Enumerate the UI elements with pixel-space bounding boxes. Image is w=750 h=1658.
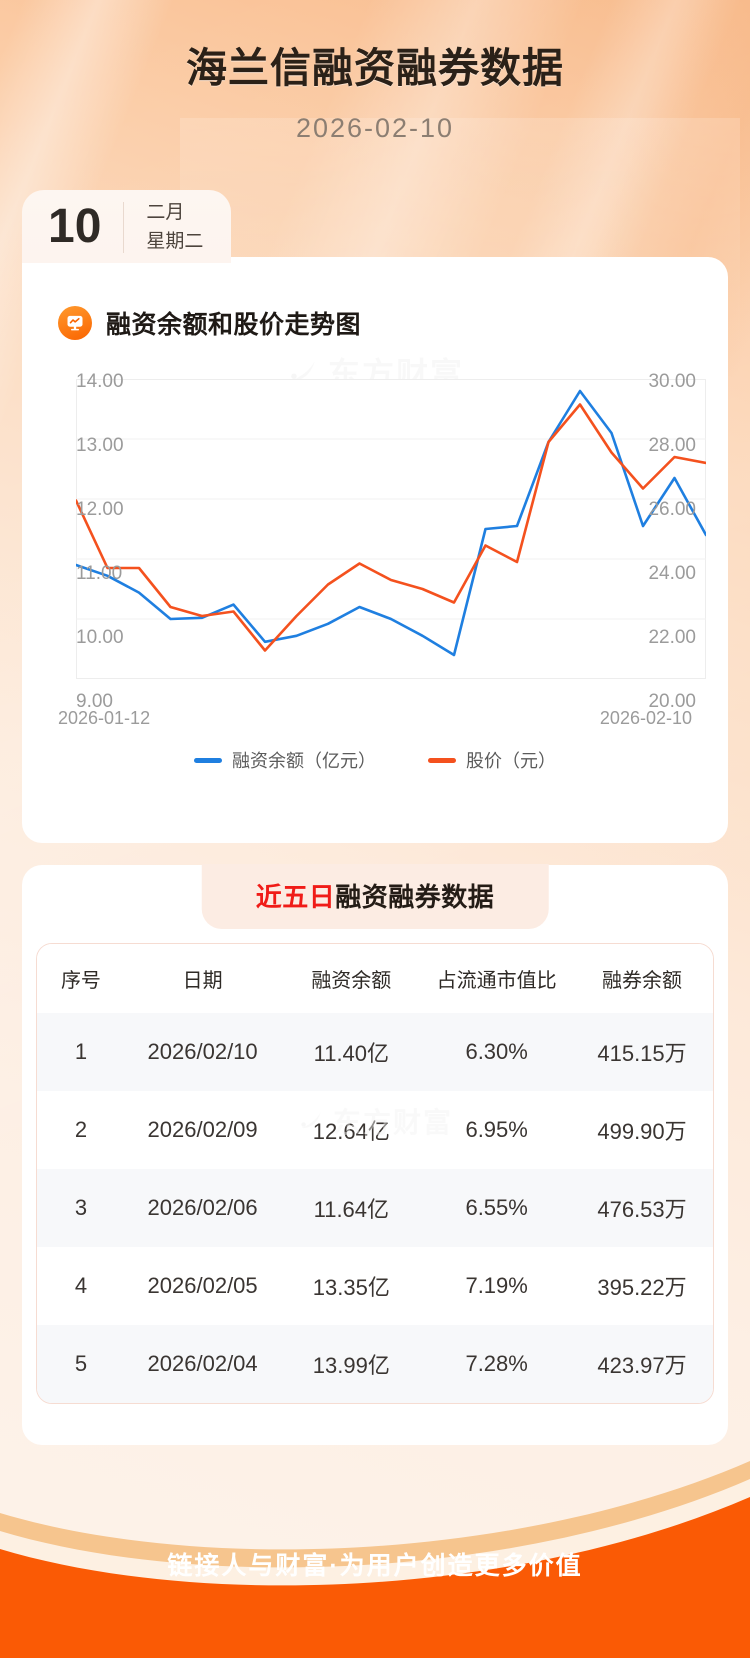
chart-monitor-icon <box>58 306 92 340</box>
table-cell-融券余额: 499.90万 <box>597 1119 687 1144</box>
table-cell-融券余额: 423.97万 <box>571 1325 713 1403</box>
chart-card-header: 融资余额和股价走势图 <box>22 257 728 341</box>
y-right-tick-5: 20.00 <box>648 691 696 712</box>
page-title: 海兰信融资融券数据 <box>186 45 564 91</box>
legend-swatch-icon <box>428 757 456 763</box>
table-cell-融资余额: 12.64亿 <box>312 1119 390 1144</box>
y-left-tick-0: 14.00 <box>76 371 124 392</box>
legend-item-1[interactable]: 股价（元） <box>428 747 556 773</box>
footer-wave <box>0 1461 750 1658</box>
poster-header: 海兰信融资融券数据 2026-02-10 <box>0 0 750 144</box>
y-right-tick-1: 28.00 <box>648 435 696 456</box>
x-axis-start-label: 2026-01-12 <box>58 708 151 728</box>
chart-plot-area: 东方财富 14.00 13.00 12.00 11.00 10.00 9.00 … <box>36 356 714 737</box>
table-col-header-0: 序号 <box>37 944 125 1013</box>
date-tab: 10 二月 星期二 <box>22 190 232 263</box>
table-cell-占流通市值比: 6.55% <box>422 1169 572 1247</box>
table-header-row: 序号 日期 融资余额 占流通市值比 融券余额 <box>37 944 713 1013</box>
table-cell-融资余额: 11.40亿 <box>280 1013 423 1091</box>
table-body: 1 2026/02/10 11.40亿 6.30% 415.15万 2 2026/02/09… <box>37 1013 713 1403</box>
poster-footer: 链接人与财富·为用户创造更多价值 <box>0 1453 750 1658</box>
table-col-header-4: 融券余额 <box>571 944 713 1013</box>
legend-label: 融资余额（亿元） <box>232 751 376 771</box>
table-cell-序号: 3 <box>37 1169 125 1247</box>
table-cell-融资余额: 13.35亿 <box>312 1275 390 1300</box>
y-left-tick-2: 12.00 <box>76 499 124 520</box>
table-cell-序号: 1 <box>37 1013 125 1091</box>
y-left-tick-5: 9.00 <box>76 691 113 712</box>
table-card: 近五日融资融券数据 东方财富 序号 日期 融资余额 占流通市值比 融券余额 1 2026/… <box>22 864 728 1445</box>
table-cell-占流通市值比: 7.19% <box>465 1273 528 1298</box>
legend-item-0[interactable]: 融资余额（亿元） <box>194 747 376 773</box>
chart-series-0 <box>76 391 706 655</box>
chart-series-1 <box>76 405 706 651</box>
y-right-tick-3: 24.00 <box>648 563 696 584</box>
footer-slogan: 链接人与财富·为用户创造更多价值 <box>167 1552 583 1580</box>
margin-trading-table: 序号 日期 融资余额 占流通市值比 融券余额 1 2026/02/10 11.40亿 6.30… <box>37 944 713 1403</box>
header-date: 2026-02-10 <box>295 113 455 144</box>
table-cell-日期: 2026/02/05 <box>147 1273 258 1298</box>
table-cell-融券余额: 476.53万 <box>571 1169 713 1247</box>
y-left-tick-3: 11.00 <box>76 563 123 584</box>
y-right-tick-4: 22.00 <box>648 627 696 648</box>
table-cell-融券余额: 395.22万 <box>597 1275 687 1300</box>
table-row[interactable]: 1 2026/02/10 11.40亿 6.30% 415.15万 <box>37 1013 713 1091</box>
table-cell-日期: 2026/02/09 <box>147 1117 258 1142</box>
table-cell-序号: 5 <box>37 1325 125 1403</box>
date-tab-detail: 二月 星期二 <box>123 202 203 253</box>
table-cell-占流通市值比: 7.28% <box>422 1325 572 1403</box>
table-cell-融资余额: 13.99亿 <box>280 1325 423 1403</box>
table-cell-日期: 2026/02/10 <box>124 1013 281 1091</box>
table-row[interactable]: 3 2026/02/06 11.64亿 6.55% 476.53万 <box>37 1169 713 1247</box>
legend-swatch-icon <box>194 757 222 763</box>
date-tab-weekday: 星期二 <box>146 230 204 252</box>
table-cell-日期: 2026/02/06 <box>124 1169 281 1247</box>
table-title-highlight: 近五日 <box>255 882 336 912</box>
chart-frame <box>76 379 706 679</box>
y-left-tick-1: 13.00 <box>76 435 124 456</box>
table-cell-融券余额: 415.15万 <box>571 1013 713 1091</box>
table-cell-序号: 4 <box>74 1273 88 1298</box>
table-title-rest: 融资融券数据 <box>335 882 495 912</box>
table-row[interactable]: 2 2026/02/09 12.64亿 6.95% 499.90万 <box>37 1091 713 1169</box>
data-table-container: 序号 日期 融资余额 占流通市值比 融券余额 1 2026/02/10 11.40亿 6.30… <box>36 943 714 1404</box>
x-axis-end-label: 2026-02-10 <box>599 708 692 728</box>
y-right-tick-2: 26.00 <box>648 499 696 520</box>
table-row[interactable]: 4 2026/02/05 13.35亿 7.19% 395.22万 <box>37 1247 713 1325</box>
table-col-header-1: 日期 <box>124 944 281 1013</box>
chart-card: 融资余额和股价走势图 东方财富 14.00 13.00 12.00 11.00 … <box>22 257 728 843</box>
table-cell-融资余额: 11.64亿 <box>280 1169 423 1247</box>
table-col-header-2: 融资余额 <box>280 944 423 1013</box>
line-chart-svg <box>76 379 706 679</box>
y-right-tick-0: 30.00 <box>648 371 696 392</box>
date-tab-month: 二月 <box>146 202 185 223</box>
chart-title: 融资余额和股价走势图 <box>106 311 362 339</box>
table-cell-占流通市值比: 6.30% <box>422 1013 572 1091</box>
chart-legend: 融资余额（亿元） 股价（元） <box>22 747 728 773</box>
table-row[interactable]: 5 2026/02/04 13.99亿 7.28% 423.97万 <box>37 1325 713 1403</box>
date-tab-day: 10 <box>48 200 102 254</box>
table-col-header-3: 占流通市值比 <box>422 944 572 1013</box>
y-left-tick-4: 10.00 <box>76 627 124 648</box>
legend-label: 股价（元） <box>466 751 556 771</box>
table-cell-日期: 2026/02/04 <box>124 1325 281 1403</box>
table-cell-占流通市值比: 6.95% <box>465 1117 528 1142</box>
table-title-badge: 近五日融资融券数据 <box>201 864 549 929</box>
table-cell-序号: 2 <box>74 1117 88 1142</box>
